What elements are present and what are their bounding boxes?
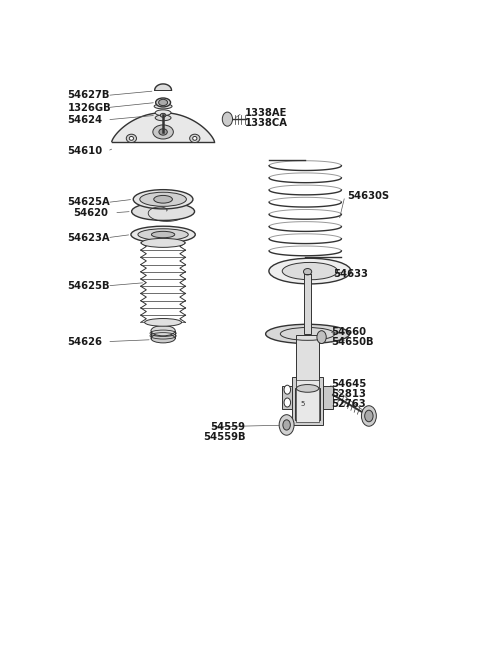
- Circle shape: [361, 405, 376, 426]
- Circle shape: [365, 410, 373, 422]
- Text: 54630S: 54630S: [347, 191, 389, 201]
- Text: 52763: 52763: [331, 400, 365, 409]
- Ellipse shape: [141, 238, 185, 248]
- Bar: [296, 381, 319, 422]
- Text: 52813: 52813: [331, 389, 366, 399]
- Circle shape: [222, 112, 232, 126]
- Ellipse shape: [155, 115, 171, 121]
- Ellipse shape: [132, 202, 194, 221]
- Ellipse shape: [158, 100, 168, 105]
- Bar: [323, 386, 333, 409]
- Text: 5: 5: [301, 402, 305, 407]
- Ellipse shape: [156, 98, 170, 107]
- Text: 54626: 54626: [68, 337, 103, 346]
- Ellipse shape: [155, 110, 171, 116]
- Bar: [292, 377, 323, 425]
- Text: 54559B: 54559B: [204, 432, 246, 442]
- Ellipse shape: [144, 318, 181, 326]
- Ellipse shape: [153, 125, 173, 139]
- Circle shape: [279, 415, 294, 435]
- Circle shape: [284, 398, 290, 407]
- Ellipse shape: [154, 195, 172, 203]
- Text: 54610: 54610: [68, 146, 103, 156]
- Text: 1338CA: 1338CA: [245, 118, 288, 128]
- Ellipse shape: [140, 192, 186, 206]
- Ellipse shape: [269, 258, 351, 284]
- Text: 54627B: 54627B: [68, 90, 110, 100]
- Circle shape: [283, 420, 290, 430]
- Circle shape: [284, 385, 290, 394]
- Ellipse shape: [129, 136, 133, 140]
- Text: 54624: 54624: [68, 115, 103, 125]
- Text: 54625B: 54625B: [68, 281, 110, 291]
- Ellipse shape: [190, 134, 200, 143]
- Ellipse shape: [151, 231, 175, 238]
- Ellipse shape: [159, 129, 168, 135]
- Bar: [282, 386, 292, 409]
- Ellipse shape: [303, 269, 312, 275]
- Text: 1326GB: 1326GB: [68, 103, 111, 113]
- Ellipse shape: [154, 103, 172, 109]
- Circle shape: [317, 331, 326, 343]
- Bar: [296, 335, 319, 388]
- Ellipse shape: [138, 229, 188, 240]
- Ellipse shape: [296, 384, 319, 392]
- Bar: [304, 274, 312, 334]
- Ellipse shape: [151, 334, 175, 343]
- Text: 54623A: 54623A: [68, 233, 110, 243]
- Ellipse shape: [265, 324, 349, 343]
- Ellipse shape: [131, 226, 195, 243]
- Text: 54620: 54620: [73, 208, 108, 217]
- Ellipse shape: [192, 136, 197, 140]
- Bar: [296, 388, 320, 421]
- Text: 54625A: 54625A: [68, 198, 110, 208]
- Ellipse shape: [133, 190, 193, 209]
- Text: 54559: 54559: [210, 422, 245, 432]
- Text: 1338AE: 1338AE: [245, 107, 287, 118]
- Ellipse shape: [126, 134, 136, 143]
- Polygon shape: [155, 84, 171, 90]
- Text: 54633: 54633: [333, 269, 368, 279]
- Polygon shape: [112, 113, 215, 141]
- Text: 54660: 54660: [331, 327, 366, 337]
- Ellipse shape: [151, 326, 175, 336]
- Ellipse shape: [160, 113, 166, 117]
- Ellipse shape: [282, 263, 337, 280]
- Text: 54645: 54645: [331, 379, 366, 389]
- Text: 54650B: 54650B: [331, 337, 373, 347]
